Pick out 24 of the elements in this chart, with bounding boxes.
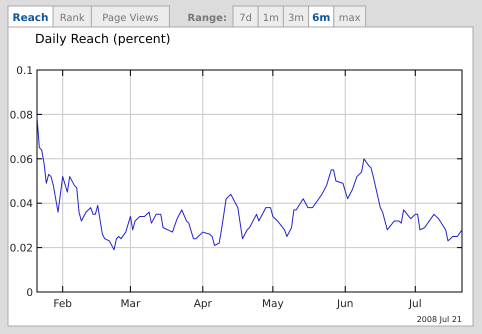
x-tick-label: Jul — [408, 298, 422, 310]
line-series — [36, 116, 462, 250]
text: Rank — [60, 13, 85, 24]
text: 1m — [262, 13, 279, 24]
y-tick-label: 0 — [26, 287, 33, 299]
x-tick-label: Feb — [53, 298, 72, 310]
y-tick-label: 0.06 — [10, 154, 34, 166]
text: 3m — [288, 13, 304, 24]
text: 7d — [239, 13, 252, 24]
x-tick-label: Apr — [194, 298, 213, 310]
x-tick-label: May — [262, 298, 284, 310]
text: Reach — [12, 12, 48, 24]
chart-title: Daily Reach (percent) — [35, 31, 170, 46]
y-tick-label: 0.04 — [10, 198, 34, 210]
text: Page Views — [102, 13, 159, 24]
text: 2008 Jul 21 — [416, 315, 462, 324]
y-tick-label: 0.1 — [16, 65, 33, 77]
text: Range: — [187, 13, 227, 24]
y-tick-label: 0.08 — [10, 109, 33, 122]
text: max — [338, 13, 361, 24]
x-tick-label: Jun — [336, 298, 354, 310]
x-tick-label: Mar — [120, 298, 141, 310]
text: 6m — [312, 12, 330, 24]
y-tick-label: 0.02 — [10, 242, 33, 255]
